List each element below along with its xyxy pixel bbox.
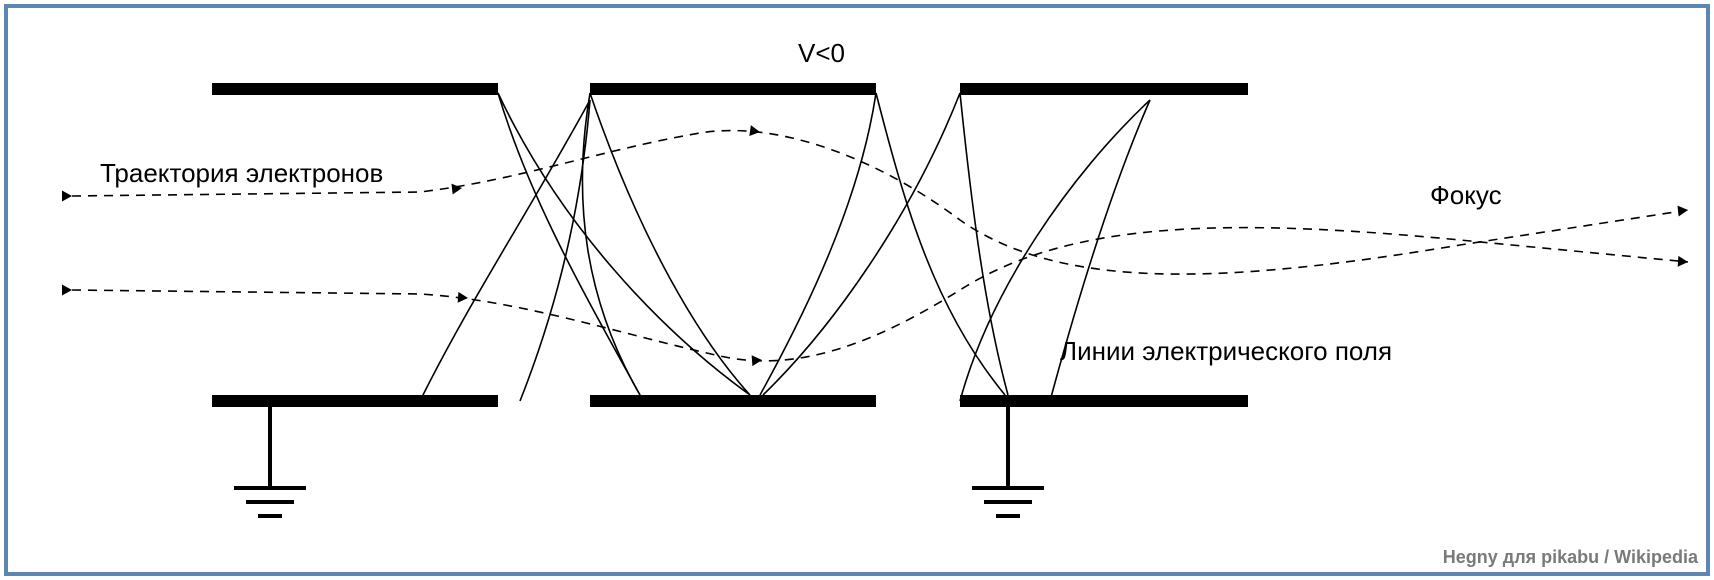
credit-text: Hegny для pikabu / Wikipedia bbox=[1443, 547, 1698, 568]
trajectory-label: Траектория электронов bbox=[100, 158, 383, 189]
field-line-curves bbox=[420, 93, 1150, 401]
focus-label: Фокус bbox=[1430, 180, 1502, 211]
field-lines-label: Линии электрического поля bbox=[1060, 336, 1392, 367]
ground-symbols bbox=[234, 401, 1044, 516]
voltage-label: V<0 bbox=[798, 38, 845, 69]
diagram-svg bbox=[0, 0, 1714, 580]
